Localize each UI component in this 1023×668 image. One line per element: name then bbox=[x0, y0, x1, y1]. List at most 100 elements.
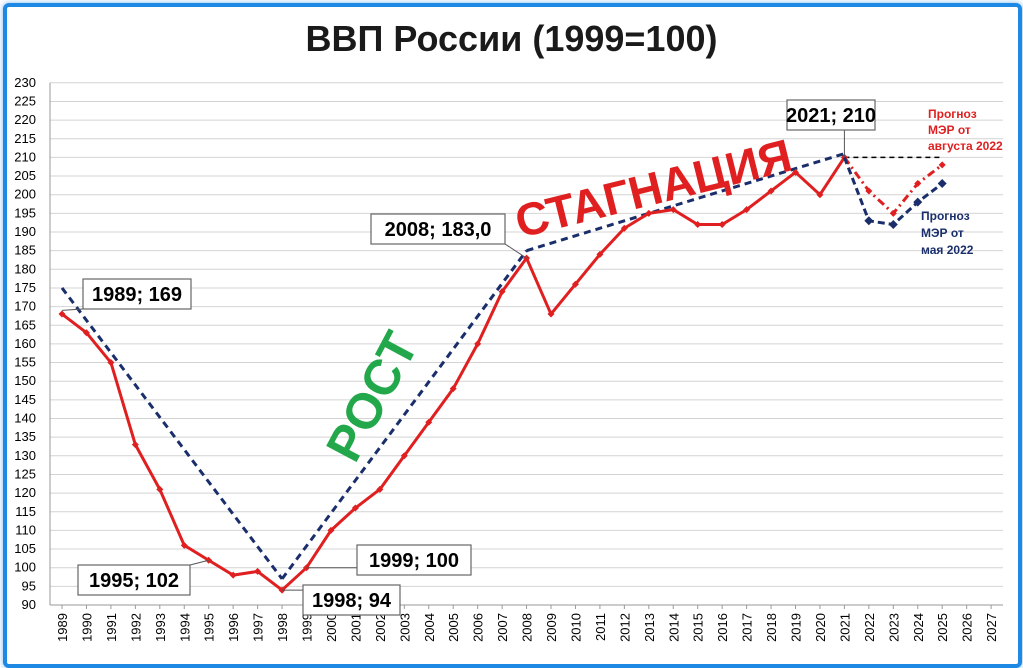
x-tick-label: 1996 bbox=[226, 613, 241, 642]
x-tick-label: 2023 bbox=[886, 613, 901, 642]
data-point bbox=[82, 329, 90, 337]
x-tick-label: 2021 bbox=[837, 613, 852, 642]
x-tick-label: 2016 bbox=[715, 613, 730, 642]
data-point bbox=[816, 191, 824, 199]
callout-box bbox=[786, 99, 876, 131]
x-tick-label: 1989 bbox=[55, 613, 70, 642]
y-tick-label: 135 bbox=[14, 429, 36, 444]
callout-label: 1999; 100 bbox=[369, 550, 459, 572]
data-point bbox=[107, 359, 115, 367]
data-point bbox=[596, 250, 604, 258]
data-point bbox=[254, 567, 262, 575]
x-tick-label: 2001 bbox=[348, 613, 363, 642]
data-point bbox=[58, 310, 66, 318]
y-tick-label: 140 bbox=[14, 411, 36, 426]
data-point bbox=[888, 220, 898, 230]
x-tick-label: 2011 bbox=[593, 613, 608, 641]
y-tick-label: 150 bbox=[14, 373, 36, 388]
data-point bbox=[864, 216, 874, 226]
series-line-1 bbox=[843, 156, 944, 216]
y-tick-label: 160 bbox=[14, 336, 36, 351]
x-tick-label: 2027 bbox=[984, 613, 999, 642]
data-point bbox=[620, 224, 628, 232]
data-point bbox=[913, 197, 923, 207]
trend-line bbox=[526, 152, 845, 253]
y-tick-label: 195 bbox=[14, 205, 36, 220]
x-tick-label: 2018 bbox=[764, 613, 779, 642]
x-tick-label: 2003 bbox=[397, 613, 412, 642]
x-tick-label: 1993 bbox=[153, 613, 168, 642]
callout-box bbox=[82, 278, 192, 310]
callout-box bbox=[302, 584, 401, 616]
x-tick-label: 2022 bbox=[862, 613, 877, 642]
x-tick-label: 1991 bbox=[104, 613, 119, 642]
y-axis: 90 95 100 105 110 115 120 125 130 135 140 145 150 155… bbox=[14, 75, 36, 612]
x-axis: 1989 1990 1991 1992 1993 1994 1995 1996 1997 1998… bbox=[55, 605, 999, 642]
x-tick-label: 2014 bbox=[666, 613, 681, 642]
y-tick-label: 185 bbox=[14, 243, 36, 258]
y-tick-label: 205 bbox=[14, 168, 36, 183]
data-point bbox=[474, 340, 482, 348]
data-point bbox=[229, 571, 237, 579]
callout-box bbox=[356, 544, 472, 576]
data-point bbox=[180, 541, 188, 549]
y-tick-label: 155 bbox=[14, 355, 36, 370]
x-tick-label: 1990 bbox=[79, 613, 94, 642]
y-tick-label: 125 bbox=[14, 466, 36, 481]
data-point bbox=[376, 485, 384, 493]
forecast-may-note: мая 2022 bbox=[921, 243, 974, 257]
y-tick-label: 190 bbox=[14, 224, 36, 239]
y-tick-label: 180 bbox=[14, 261, 36, 276]
callout-leader bbox=[61, 308, 84, 311]
forecast-aug-note: МЭР от bbox=[928, 123, 971, 137]
y-tick-label: 100 bbox=[14, 560, 36, 575]
callout-label: 1995; 102 bbox=[89, 570, 179, 592]
data-point bbox=[498, 288, 506, 296]
chart-annotations: 1989; 169 1995; 102 1999; 100 1998; 94 2008;… bbox=[61, 99, 1003, 616]
x-tick-label: 2000 bbox=[324, 613, 339, 642]
data-point bbox=[327, 526, 335, 534]
data-point bbox=[937, 179, 947, 189]
data-point bbox=[718, 221, 726, 229]
y-tick-label: 165 bbox=[14, 317, 36, 332]
series-lines bbox=[58, 153, 947, 594]
y-tick-label: 175 bbox=[14, 280, 36, 295]
x-tick-label: 2013 bbox=[642, 613, 657, 642]
y-tick-label: 220 bbox=[14, 112, 36, 127]
callout-label: 2021; 210 bbox=[786, 105, 876, 127]
data-point bbox=[571, 280, 579, 288]
data-point bbox=[743, 206, 751, 214]
x-tick-label: 2020 bbox=[813, 613, 828, 642]
x-tick-label: 2007 bbox=[495, 613, 510, 642]
x-tick-label: 2006 bbox=[471, 613, 486, 642]
data-point bbox=[889, 209, 897, 217]
y-tick-label: 95 bbox=[22, 578, 36, 593]
stagnation-label: СТАГНАЦИЯ bbox=[510, 129, 797, 248]
y-tick-label: 170 bbox=[14, 299, 36, 314]
data-point bbox=[547, 310, 555, 318]
x-tick-label: 2025 bbox=[935, 613, 950, 642]
data-point bbox=[156, 485, 164, 493]
callout-box bbox=[370, 213, 506, 245]
data-point bbox=[767, 187, 775, 195]
callout-leader bbox=[189, 559, 209, 566]
x-tick-label: 2015 bbox=[691, 613, 706, 642]
trend-line bbox=[60, 287, 284, 580]
chart-title: ВВП России (1999=100) bbox=[305, 18, 718, 59]
y-tick-label: 90 bbox=[22, 597, 36, 612]
x-tick-label: 2017 bbox=[740, 613, 755, 642]
forecast-aug-note: Прогноз bbox=[928, 107, 977, 121]
x-tick-label: 1997 bbox=[251, 613, 266, 642]
data-point bbox=[914, 180, 922, 188]
callout-label: 1998; 94 bbox=[312, 590, 392, 612]
data-point bbox=[400, 452, 408, 460]
forecast-may-note: МЭР от bbox=[921, 226, 964, 240]
y-tick-label: 145 bbox=[14, 392, 36, 407]
x-tick-label: 2008 bbox=[520, 613, 535, 642]
y-tick-label: 105 bbox=[14, 541, 36, 556]
forecast-aug-note: августа 2022 bbox=[928, 139, 1003, 153]
data-point bbox=[865, 187, 873, 195]
x-tick-label: 1994 bbox=[177, 613, 192, 642]
data-point bbox=[694, 221, 702, 229]
forecast-may-note: Прогноз bbox=[921, 209, 970, 223]
